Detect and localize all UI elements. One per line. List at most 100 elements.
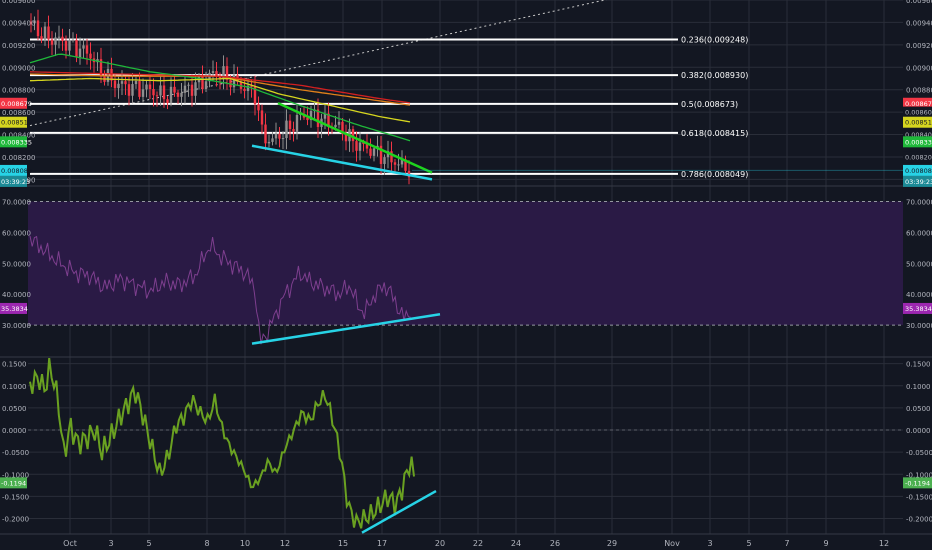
time-tick-label: 3 xyxy=(108,539,113,548)
price-pane[interactable]: 0.236(0.009248) 0.382(0.008930) 0.5(0.0086… xyxy=(29,0,903,185)
osc-tick-right: 0.1000 xyxy=(906,383,931,391)
candle-body xyxy=(190,84,194,96)
candle-body xyxy=(260,110,264,125)
osc-badge-right-text: -0.1194 xyxy=(905,479,930,487)
candle-body xyxy=(379,145,383,164)
candle-body xyxy=(243,88,246,92)
candle-body xyxy=(127,84,131,96)
candle-body xyxy=(372,148,376,156)
time-tick-label: 17 xyxy=(377,539,387,548)
candle-body xyxy=(211,71,215,73)
candle-body xyxy=(68,40,71,51)
candle-body xyxy=(43,26,47,40)
price-tick-left: 0.008200 xyxy=(2,154,35,162)
candle-body xyxy=(393,162,397,165)
candle-body xyxy=(120,81,124,84)
candle-body xyxy=(71,39,75,41)
price-badge-left-text: 0.008080 xyxy=(1,167,32,175)
rsi-tick-left: 40.0000 xyxy=(2,291,31,299)
price-badge-left xyxy=(0,136,27,148)
price-tick-left: 0.009200 xyxy=(2,42,35,50)
candle-body xyxy=(369,148,372,156)
osc-tick-right: 0.0500 xyxy=(906,405,931,413)
price-tick-right: 0.009000 xyxy=(906,64,932,72)
time-tick-label: 22 xyxy=(473,539,483,548)
candle-body xyxy=(225,66,229,80)
price-badge-left xyxy=(0,175,27,187)
candle-body xyxy=(134,81,138,85)
candle-body xyxy=(400,159,404,165)
price-tick-left: 0.008800 xyxy=(2,87,35,95)
candle-body xyxy=(47,26,50,40)
time-tick-label: 15 xyxy=(338,539,348,548)
candle-body xyxy=(124,81,127,85)
candle-body xyxy=(306,117,309,121)
price-tick-left: 0.008400 xyxy=(2,132,35,140)
candle-body xyxy=(215,71,218,77)
price-badge-right-text: 0.008400 xyxy=(905,131,932,139)
price-badge-right xyxy=(903,97,932,109)
rsi-tick-left: 30.0000 xyxy=(2,322,31,330)
price-badge-left-text: 0.008679 xyxy=(1,100,32,108)
time-tick-label: 5 xyxy=(746,539,751,548)
candle-body xyxy=(57,36,61,38)
candle-body xyxy=(278,133,281,139)
price-badge-right xyxy=(903,175,932,187)
moving-average-yellow xyxy=(29,77,411,123)
candle-body xyxy=(362,142,365,144)
candle-body xyxy=(355,141,358,151)
candle-body xyxy=(145,84,148,90)
candle-body xyxy=(64,41,68,51)
oscillator-line xyxy=(29,357,415,529)
oscillator-pane[interactable] xyxy=(28,357,903,534)
fib-level-label: 0.236(0.009248) xyxy=(681,35,748,44)
price-badge-right-text: 03:39:23 xyxy=(905,178,932,186)
candle-body xyxy=(152,89,155,96)
candle-body xyxy=(138,81,141,97)
time-tick-label: 24 xyxy=(511,539,521,548)
candle-body xyxy=(253,86,257,105)
candle-body xyxy=(162,85,166,100)
rsi-tick-right: 60.0000 xyxy=(906,229,932,237)
time-tick-label: Oct xyxy=(63,539,77,548)
time-tick-label: 7 xyxy=(784,539,789,548)
osc-divergence-trendline xyxy=(361,489,437,534)
rsi-badge-right xyxy=(903,302,932,314)
candle-body xyxy=(285,120,288,139)
candle-body xyxy=(50,39,54,45)
candle-body xyxy=(386,151,390,158)
candle-body xyxy=(274,133,278,139)
candle-body xyxy=(110,68,113,81)
rsi-badge-left xyxy=(0,302,27,314)
fib-level-label: 0.5(0.008673) xyxy=(681,100,738,109)
price-tick-left: 0.008600 xyxy=(2,109,35,117)
rsi-tick-left: 60.0000 xyxy=(2,229,31,237)
candle-body xyxy=(390,151,393,163)
candle-body xyxy=(316,109,320,127)
price-badge-right xyxy=(903,136,932,148)
price-badge-right xyxy=(903,116,932,128)
time-tick-label: Nov xyxy=(664,539,680,548)
rsi-pane[interactable] xyxy=(28,200,903,345)
candle-body xyxy=(166,99,169,104)
candle-body xyxy=(194,82,197,96)
osc-tick-left: 0.1000 xyxy=(2,383,27,391)
price-badge-right xyxy=(903,106,932,118)
candle-body xyxy=(204,81,208,90)
candle-body xyxy=(131,84,134,96)
osc-tick-left: 0.0000 xyxy=(2,427,27,435)
time-tick-label: 10 xyxy=(240,539,250,548)
candle-body xyxy=(29,22,33,24)
fib-level-label: 0.786(0.008049) xyxy=(681,170,748,179)
rsi-badge-right-text: 35.3834 xyxy=(905,305,932,313)
candle-body xyxy=(264,124,267,144)
candle-body xyxy=(201,75,204,90)
candle-body xyxy=(187,84,190,86)
candle-body xyxy=(267,141,271,144)
candle-body xyxy=(295,115,299,132)
osc-tick-left: -0.2000 xyxy=(2,516,29,524)
price-tick-left: 0.009000 xyxy=(2,64,35,72)
candle-body xyxy=(89,53,92,59)
candle-body xyxy=(61,36,64,42)
